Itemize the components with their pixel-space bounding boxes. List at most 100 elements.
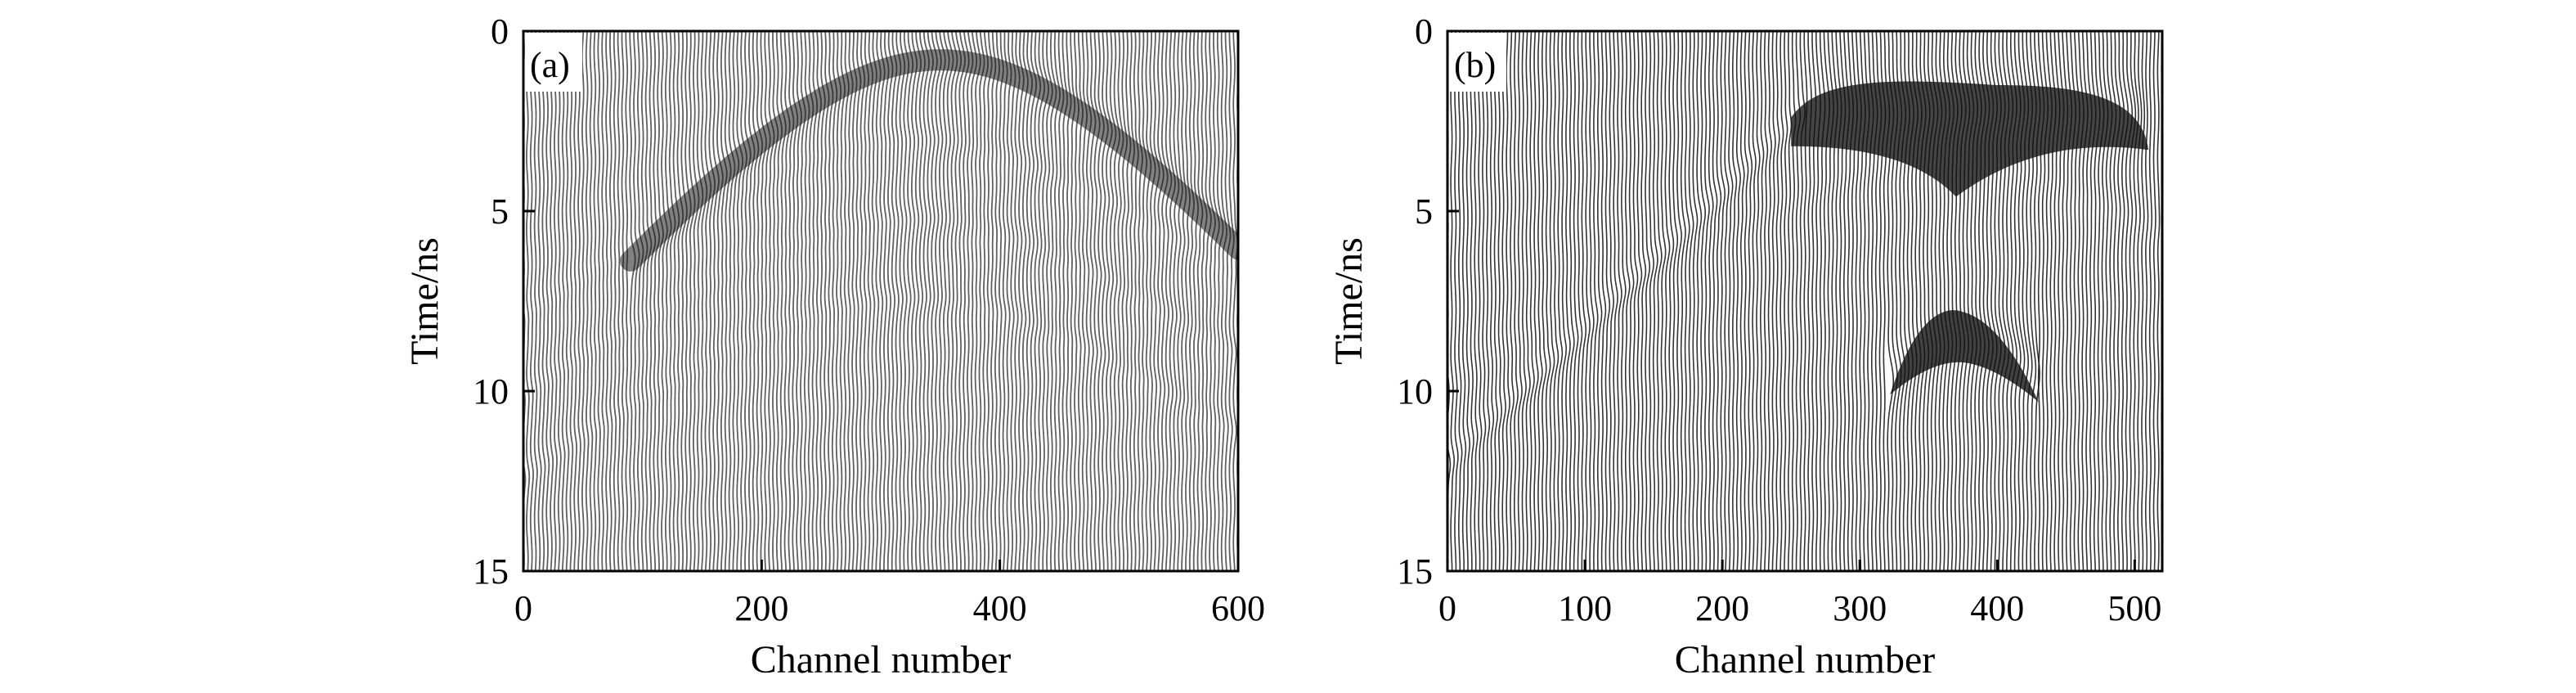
wiggle-trace [680, 31, 688, 571]
y-tick-label: 10 [473, 371, 509, 412]
wiggle-trace [1700, 31, 1706, 571]
wiggle-trace [899, 31, 906, 571]
wiggle-trace [550, 31, 554, 571]
wiggle-trace [593, 31, 598, 571]
wiggle-trace [828, 31, 834, 571]
panel-label-a: (a) [530, 45, 570, 85]
wiggle-trace [978, 31, 985, 571]
wiggle-trace [1703, 31, 1710, 571]
wiggle-trace [1549, 31, 1555, 571]
wiggle-trace [1763, 31, 1769, 571]
wiggle-trace [1478, 31, 1483, 571]
wiggle-trace [545, 31, 550, 571]
wiggle-trace [1672, 31, 1679, 571]
wiggle-trace [1767, 31, 1773, 571]
wiggle-trace [1002, 31, 1008, 571]
wiggle-trace [1486, 31, 1491, 571]
wiggle-trace [963, 31, 970, 571]
wiggle-trace [1474, 31, 1479, 571]
wiggle-trace [1731, 31, 1738, 571]
wiggle-trace [907, 31, 914, 571]
y-tick-label: 0 [491, 11, 509, 52]
wiggle-trace [613, 31, 617, 571]
wiggle-trace [1581, 31, 1587, 571]
wiggle-trace [1454, 31, 1459, 571]
wiggle-trace [1720, 31, 1726, 571]
wiggle-trace [1621, 31, 1627, 571]
wiggle-trace [1600, 31, 1607, 571]
y-axis-label-a: Time/ns [403, 237, 447, 365]
wiggle-trace [1735, 31, 1742, 571]
wiggle-trace [1050, 31, 1057, 571]
wiggle-trace [1664, 31, 1671, 571]
wiggle-trace [1153, 31, 1160, 571]
wiggle-trace [1593, 31, 1599, 571]
wiggle-trace [1458, 31, 1463, 571]
wiggle-trace [1205, 31, 1212, 571]
wiggle-trace [967, 31, 974, 571]
wiggle-trace [1779, 31, 1784, 571]
wiggle-trace [2148, 31, 2153, 571]
wiggle-trace [1760, 31, 1765, 571]
wiggle-trace [986, 31, 993, 571]
wiggle-trace [950, 31, 958, 571]
wiggle-trace [720, 31, 728, 571]
wiggle-trace [573, 31, 578, 571]
wiggle-trace [882, 31, 890, 571]
wiggle-trace [577, 31, 581, 571]
wiggle-trace [1545, 31, 1551, 571]
wiggle-trace [903, 31, 910, 571]
wiggle-trace [1784, 31, 1788, 571]
wiggle-trace [1129, 31, 1136, 571]
wiggle-trace [648, 31, 657, 571]
wiggle-trace [855, 31, 862, 571]
wiggle-trace [1517, 31, 1523, 571]
wiggle-trace [1470, 31, 1474, 571]
x-tick-label: 600 [1211, 588, 1265, 628]
wiggle-trace [1708, 31, 1714, 571]
y-tick-label: 0 [1415, 11, 1433, 52]
wiggle-trace [1510, 31, 1515, 571]
wiggle-trace [597, 31, 601, 571]
plot-frame-b [1446, 29, 2164, 573]
y-tick-label: 15 [473, 551, 509, 592]
wiggle-trace [831, 31, 838, 571]
x-tick-label: 100 [1558, 588, 1612, 628]
wiggle-trace [859, 31, 866, 571]
wiggle-trace [1557, 31, 1564, 571]
x-tick-label: 0 [1438, 588, 1456, 628]
wiggle-trace [1577, 31, 1583, 571]
wiggle-trace [696, 31, 704, 571]
wiggle-trace [625, 31, 629, 571]
wiggle-trace [1656, 31, 1663, 571]
wiggle-trace [1668, 31, 1675, 571]
wiggle-trace [724, 31, 732, 571]
wiggle-trace [1716, 31, 1722, 571]
wiggle-trace [931, 31, 938, 571]
wiggle-trace [1561, 31, 1568, 571]
wiggle-trace [1212, 31, 1220, 571]
wiggle-trace [633, 31, 640, 571]
wiggle-trace [657, 31, 664, 571]
wiggle-trace [2137, 31, 2143, 571]
wiggle-trace [1553, 31, 1560, 571]
wiggle-trace [1684, 31, 1690, 571]
wiggle-trace [994, 31, 1001, 571]
y-tick-label: 5 [1415, 191, 1433, 232]
wiggle-trace [689, 31, 696, 571]
wiggle-trace [1617, 31, 1622, 571]
wiggle-trace [1141, 31, 1147, 571]
wiggle-trace [740, 31, 747, 571]
panel-b: (b) 0 100 200 300 400 500 0 5 10 15 Channel numb… [1327, 11, 2164, 682]
wiggle-trace [676, 31, 684, 571]
wiggle-trace [2141, 31, 2146, 571]
wiggle-trace [1649, 31, 1654, 571]
wiggle-trace [760, 31, 767, 571]
wiggle-trace [541, 31, 546, 571]
wiggle-trace [1165, 31, 1173, 571]
wiggle-trace [752, 31, 760, 571]
wiggle-trace [644, 31, 653, 571]
wiggle-trace [1109, 31, 1117, 571]
wiggle-trace [533, 31, 538, 571]
wiggle-trace [1018, 31, 1025, 571]
